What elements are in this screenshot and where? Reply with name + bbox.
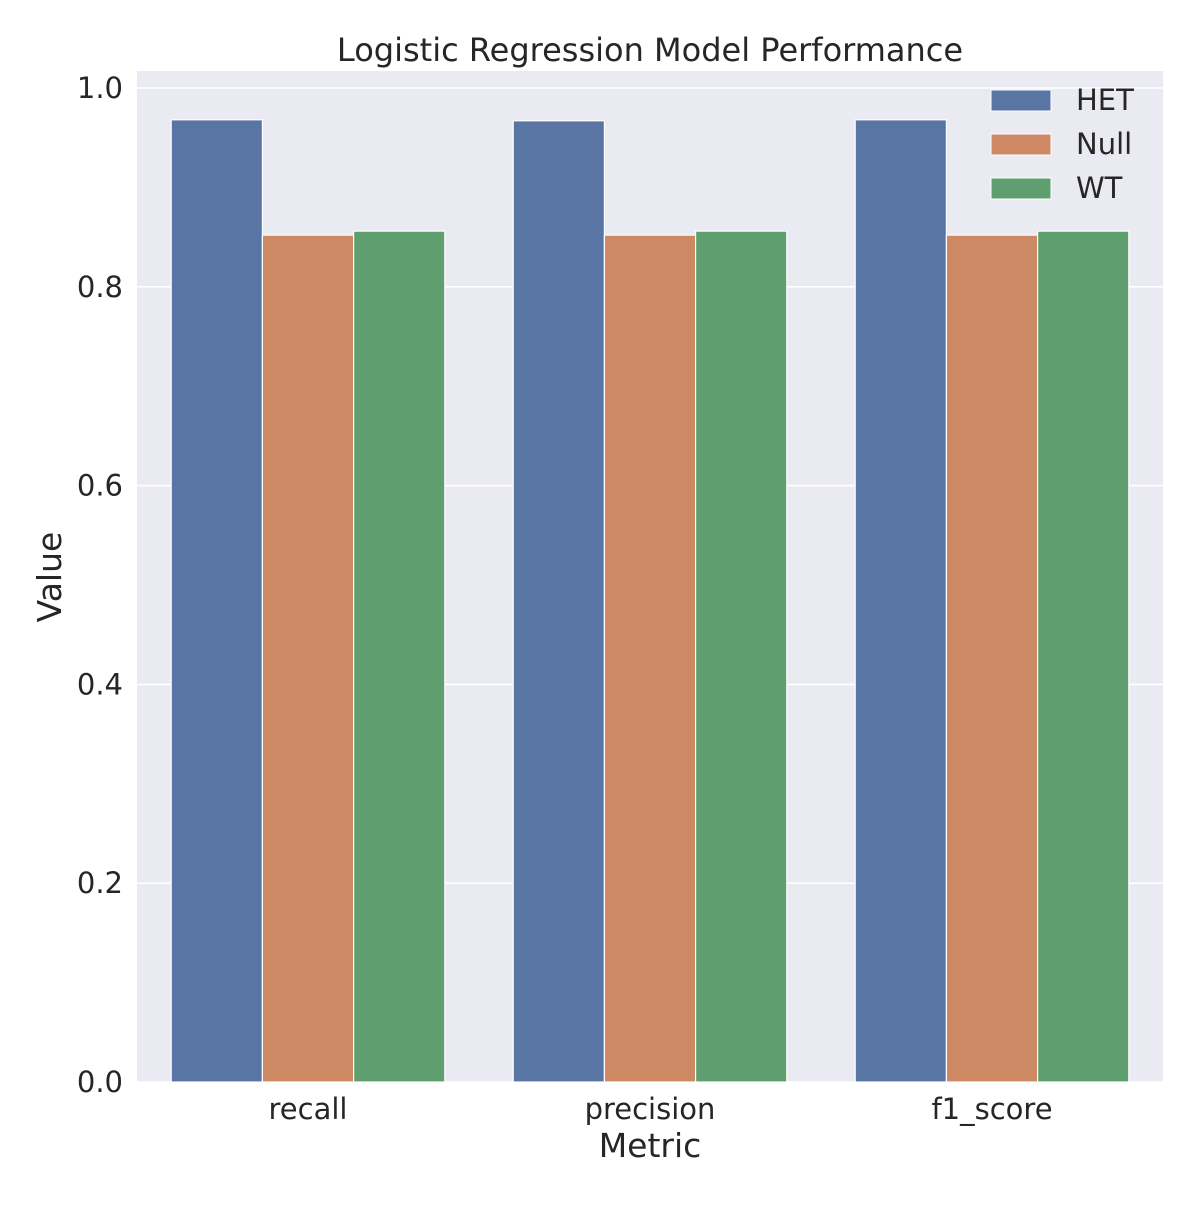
legend-label-het: HET xyxy=(1076,83,1134,117)
legend-label-wt: WT xyxy=(1076,171,1123,205)
chart-title: Logistic Regression Model Performance xyxy=(337,31,963,69)
bar-null-recall xyxy=(261,234,355,1083)
y-tick-label: 0.0 xyxy=(77,1065,123,1099)
legend-swatch-wt xyxy=(990,177,1052,200)
bar-wt-f1_score xyxy=(1036,230,1130,1083)
bar-het-recall xyxy=(170,119,263,1083)
y-tick-label: 0.6 xyxy=(77,469,123,503)
bar-wt-precision xyxy=(694,230,788,1083)
legend: HET Null WT xyxy=(990,83,1134,205)
y-tick-label: 0.2 xyxy=(77,866,123,900)
x-tick-label: f1_score xyxy=(931,1092,1052,1126)
bar-null-f1_score xyxy=(945,234,1039,1083)
bar-null-precision xyxy=(603,234,697,1083)
x-tick-labels: recall precision f1_score xyxy=(269,1092,1053,1126)
legend-swatch-null xyxy=(990,133,1052,156)
y-tick-labels: 0.0 0.2 0.4 0.6 0.8 1.0 xyxy=(77,71,123,1099)
x-tick-label: precision xyxy=(585,1092,716,1126)
legend-swatch-het xyxy=(990,89,1052,112)
bar-het-f1_score xyxy=(854,119,948,1083)
y-axis-label: Value xyxy=(30,532,69,623)
y-tick-label: 1.0 xyxy=(77,71,123,105)
bars xyxy=(170,119,1130,1083)
x-tick-label: recall xyxy=(269,1092,348,1126)
legend-label-null: Null xyxy=(1076,127,1132,161)
bar-het-precision xyxy=(512,120,606,1083)
y-tick-label: 0.8 xyxy=(77,270,123,304)
y-tick-label: 0.4 xyxy=(77,667,123,701)
x-axis-label: Metric xyxy=(599,1126,702,1165)
bar-wt-recall xyxy=(353,230,446,1083)
